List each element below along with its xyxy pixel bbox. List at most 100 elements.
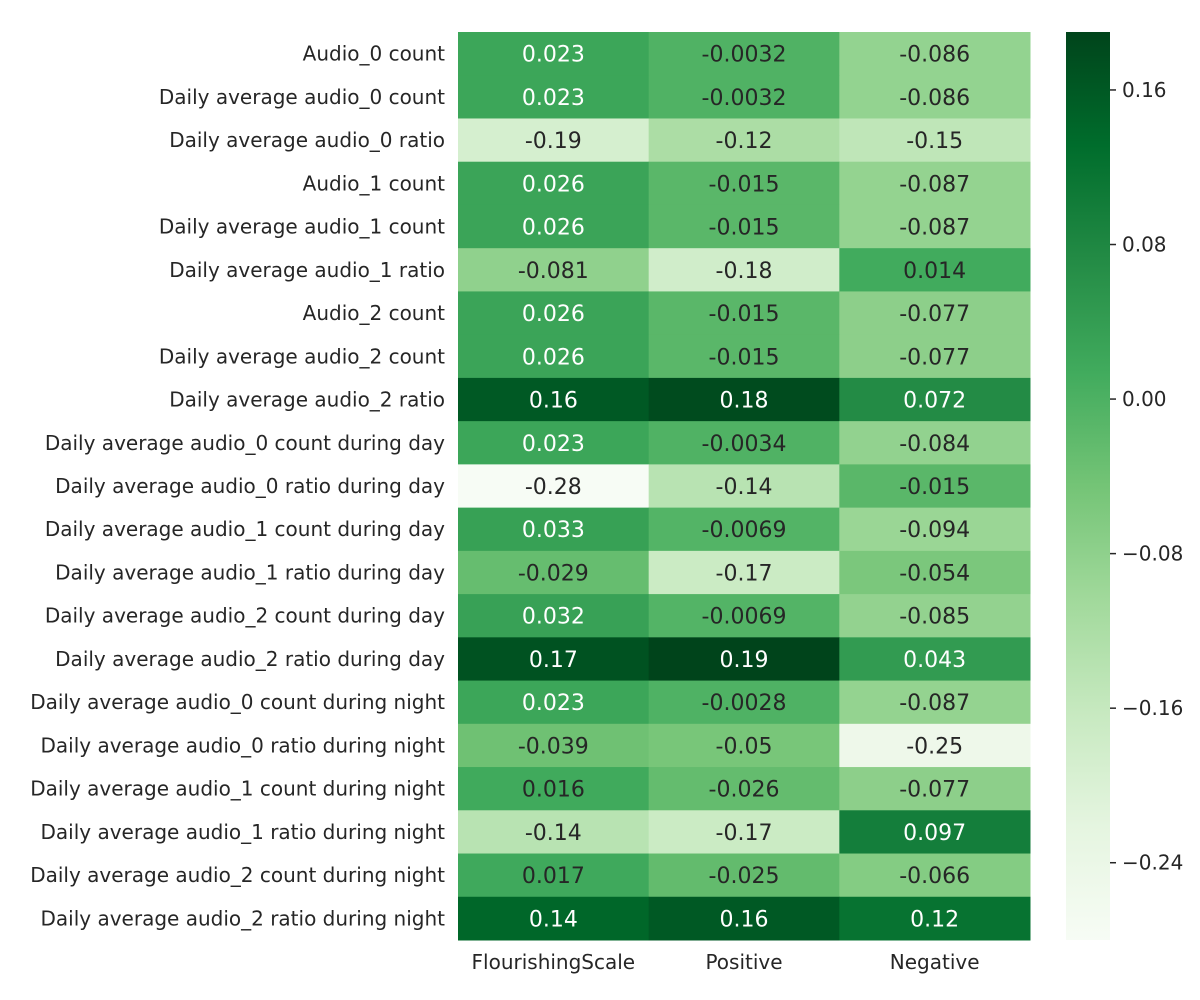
column-label: Positive: [705, 950, 782, 974]
cell-value-label: -0.085: [899, 605, 970, 630]
row-label: Daily average audio_0 ratio: [169, 128, 445, 152]
heatmap-cell: [839, 594, 1031, 638]
heatmap-cell: [648, 853, 840, 898]
heatmap-cell: [648, 896, 840, 941]
row-label: Daily average audio_1 count during night: [30, 777, 445, 801]
cell-value-label: 0.043: [903, 648, 966, 673]
cell-value-label: 0.072: [903, 389, 966, 414]
colorbar-tick-label: −0.24: [1122, 851, 1183, 875]
cell-value-label: 0.023: [522, 432, 585, 457]
heatmap-cell: [839, 421, 1031, 465]
heatmap-cell: [839, 464, 1031, 509]
colorbar-tick-label: −0.16: [1122, 696, 1183, 720]
heatmap-cell: [839, 377, 1031, 422]
cell-value-label: -0.094: [899, 518, 970, 543]
cell-value-label: -0.0034: [702, 432, 787, 457]
cell-value-label: 0.014: [903, 259, 966, 284]
heatmap-cell: [839, 637, 1031, 682]
cell-value-label: 0.023: [522, 43, 585, 68]
row-label: Daily average audio_2 count: [159, 344, 445, 368]
cell-value-label: -0.015: [709, 172, 780, 197]
heatmap-cell: [648, 291, 840, 336]
heatmap-cell: [458, 550, 650, 595]
cell-value-label: 0.026: [522, 172, 585, 197]
row-label: Daily average audio_0 ratio during night: [41, 733, 446, 757]
colorbar-gradient: [1066, 32, 1110, 940]
heatmap-cell: [458, 853, 650, 898]
row-label: Daily average audio_2 ratio during day: [55, 647, 445, 671]
cell-value-label: -0.087: [899, 172, 970, 197]
heatmap-cell: [648, 680, 840, 725]
cell-value-label: -0.054: [899, 561, 970, 586]
heatmap-cell: [458, 507, 650, 552]
cell-value-label: 0.017: [522, 864, 585, 889]
cell-value-label: 0.16: [529, 389, 578, 414]
heatmap-cell: [458, 723, 650, 768]
heatmap-cell: [839, 853, 1031, 898]
row-label: Daily average audio_0 ratio during day: [55, 474, 445, 498]
column-label: Negative: [890, 950, 980, 974]
heatmap-cell: [648, 204, 840, 249]
cell-value-label: 0.032: [522, 605, 585, 630]
cell-value-label: -0.015: [709, 345, 780, 370]
cell-value-label: -0.17: [716, 821, 773, 846]
heatmap-row-labels: Audio_0 count Daily average audio_0 count…: [30, 42, 445, 931]
cell-value-label: -0.015: [899, 475, 970, 500]
colorbar-tick-label: 0.16: [1122, 78, 1167, 102]
heatmap-cell: [458, 637, 650, 682]
row-label: Daily average audio_0 count: [159, 85, 445, 109]
heatmap-cell-labels: 0.023 -0.0032 -0.086 0.023 -0.0032 -0.086 -0.1…: [518, 43, 970, 933]
heatmap-cell: [839, 896, 1031, 941]
heatmap-cell: [839, 248, 1031, 292]
row-label: Daily average audio_1 ratio: [169, 258, 445, 282]
heatmap-cell: [839, 161, 1031, 206]
cell-value-label: -0.066: [899, 864, 970, 889]
heatmap-cell: [458, 896, 650, 941]
cell-value-label: 0.016: [522, 778, 585, 803]
heatmap-cell: [458, 75, 650, 119]
cell-value-label: -0.14: [525, 821, 582, 846]
row-label: Daily average audio_2 count during night: [30, 863, 445, 887]
heatmap-cell: [458, 334, 650, 379]
cell-value-label: -0.17: [716, 561, 773, 586]
cell-value-label: -0.0032: [702, 86, 787, 111]
heatmap-cell: [458, 594, 650, 638]
row-label: Daily average audio_0 count during day: [45, 431, 445, 455]
cell-value-label: 0.026: [522, 216, 585, 241]
heatmap-cell: [839, 723, 1031, 768]
heatmap-cell: [458, 680, 650, 725]
heatmap-cell: [648, 248, 840, 292]
heatmap-cell: [458, 248, 650, 292]
heatmap-cell: [839, 75, 1031, 119]
cell-value-label: -0.029: [518, 561, 589, 586]
cell-value-label: -0.15: [906, 129, 963, 154]
heatmap-cell: [648, 161, 840, 206]
row-label: Daily average audio_2 ratio during night: [41, 906, 446, 930]
cell-value-label: -0.0069: [702, 605, 787, 630]
cell-value-label: 0.19: [720, 648, 769, 673]
cell-value-label: 0.17: [529, 648, 578, 673]
cell-value-label: -0.026: [709, 778, 780, 803]
cell-value-label: -0.087: [899, 216, 970, 241]
heatmap-cell: [648, 637, 840, 682]
heatmap-cell: [648, 464, 840, 509]
row-label: Daily average audio_1 ratio during day: [55, 560, 445, 584]
colorbar-tick-label: −0.08: [1122, 542, 1183, 566]
heatmap-cells: [458, 32, 1031, 941]
heatmap-cell: [648, 118, 840, 163]
heatmap-cell: [839, 118, 1031, 163]
heatmap-cell: [648, 594, 840, 638]
cell-value-label: -0.084: [899, 432, 970, 457]
cell-value-label: -0.015: [709, 216, 780, 241]
row-label: Audio_1 count: [303, 171, 446, 195]
cell-value-label: -0.28: [525, 475, 582, 500]
colorbar-tick-label: 0.08: [1122, 233, 1167, 257]
heatmap-column-labels: FlourishingScale Positive Negative: [472, 950, 980, 974]
heatmap-cell: [839, 291, 1031, 336]
heatmap-cell: [648, 810, 840, 855]
heatmap-cell: [458, 32, 650, 76]
heatmap-cell: [839, 32, 1031, 76]
cell-value-label: 0.12: [910, 907, 959, 932]
row-label: Daily average audio_0 count during night: [30, 690, 445, 714]
